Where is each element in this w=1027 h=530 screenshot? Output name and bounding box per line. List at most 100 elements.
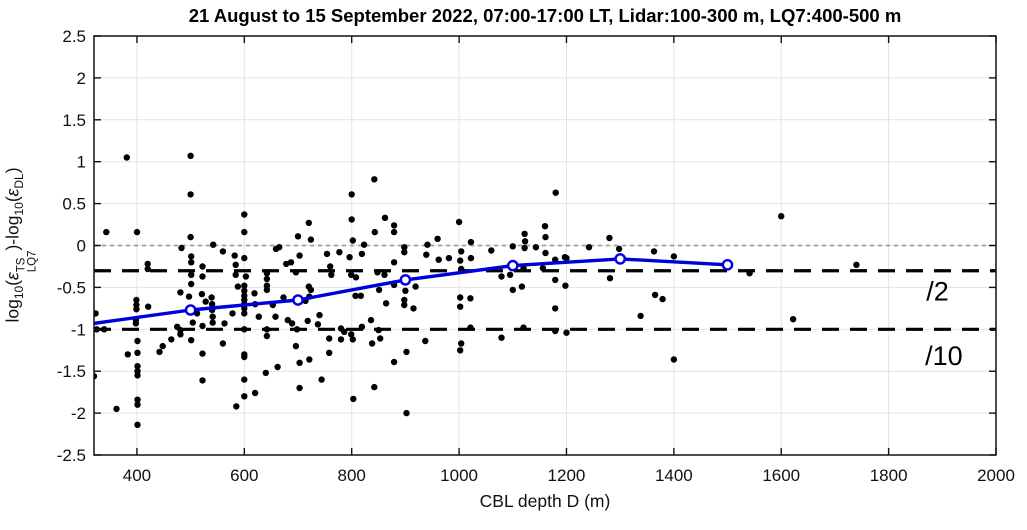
- scatter-point: [262, 369, 269, 377]
- scatter-point: [316, 311, 323, 319]
- x-tick-label: 1800: [870, 466, 908, 485]
- scatter-point: [296, 384, 303, 392]
- x-tick-label: 1000: [440, 466, 478, 485]
- scatter-point: [651, 291, 659, 299]
- scatter-point: [133, 228, 141, 236]
- scatter-point: [424, 241, 431, 248]
- scatter-point: [349, 237, 356, 244]
- scatter-point: [134, 401, 141, 408]
- x-tick-label: 1200: [548, 466, 586, 485]
- scatter-point: [292, 342, 300, 350]
- scatter-point: [352, 274, 360, 281]
- scatter-point: [189, 319, 196, 326]
- scatter-point: [457, 347, 464, 354]
- scatter-point: [263, 326, 271, 333]
- scatter-point: [134, 337, 141, 345]
- scatter-point: [229, 310, 236, 317]
- scatter-point: [133, 296, 140, 304]
- scatter-point: [328, 271, 335, 278]
- scatter-point: [382, 300, 390, 307]
- scatter-point: [458, 248, 465, 255]
- scatter-point: [390, 228, 398, 236]
- ylabel-close: ): [2, 167, 23, 174]
- scatter-point: [101, 326, 108, 333]
- y-tick-label: 2: [77, 69, 86, 88]
- scatter-point: [778, 213, 785, 220]
- scatter-point: [198, 290, 206, 298]
- scatter-point: [134, 372, 141, 379]
- scatter-point: [542, 249, 549, 257]
- scatter-point: [296, 252, 303, 259]
- scatter-point: [159, 342, 166, 350]
- scatter-point: [498, 334, 505, 341]
- y-tick-label: 1: [77, 153, 86, 172]
- scatter-point: [263, 270, 271, 277]
- scatter-point: [283, 260, 290, 268]
- scatter-point: [280, 294, 287, 301]
- scatter-point: [145, 303, 152, 310]
- scatter-point: [435, 256, 442, 263]
- scatter-point: [352, 292, 359, 299]
- scatter-point: [650, 248, 658, 255]
- scatter-point: [292, 269, 300, 276]
- scatter-point: [552, 327, 559, 335]
- scatter-point: [374, 269, 381, 276]
- scatter-point: [350, 395, 357, 403]
- scatter-point: [467, 324, 474, 331]
- scatter-point: [375, 286, 383, 294]
- scatter-point: [123, 154, 130, 161]
- scatter-point: [242, 273, 250, 280]
- scatter-point: [208, 294, 215, 301]
- scatter-point: [221, 320, 228, 327]
- scatter-point: [346, 254, 353, 261]
- scatter-point: [585, 244, 593, 251]
- scatter-point: [187, 191, 194, 198]
- scatter-point: [326, 349, 333, 356]
- scatter-point: [457, 303, 464, 310]
- scatter-point: [509, 286, 516, 294]
- scatter-point: [348, 191, 355, 198]
- scatter-point: [327, 263, 334, 270]
- x-tick-label: 400: [123, 466, 151, 485]
- scatter-point: [670, 253, 678, 260]
- ylabel-mid: )-log: [2, 215, 23, 251]
- plot-series-group: [94, 152, 860, 428]
- scatter-point: [307, 286, 315, 294]
- scatter-point: [113, 405, 120, 413]
- scatter-point: [542, 233, 549, 241]
- scatter-point: [562, 282, 569, 289]
- y-tick-label: -2.5: [57, 446, 86, 465]
- scatter-point: [232, 261, 239, 268]
- scatter-point: [241, 326, 248, 333]
- scatter-point: [637, 312, 644, 320]
- scatter-point: [134, 363, 141, 370]
- reference-line-label: /10: [925, 341, 963, 371]
- scatter-point: [434, 235, 441, 242]
- scatter-point: [209, 319, 216, 326]
- scatter-point: [659, 295, 666, 303]
- scatter-point: [563, 329, 570, 336]
- scatter-point: [458, 340, 465, 347]
- scatter-point: [539, 264, 547, 272]
- scatter-point: [853, 261, 860, 268]
- scatter-point: [210, 241, 217, 248]
- scatter-point: [304, 317, 311, 325]
- scatter-point: [457, 294, 464, 301]
- scatter-point: [467, 254, 475, 262]
- scatter-point: [202, 298, 209, 305]
- scatter-point: [274, 363, 281, 371]
- scatter-point: [241, 287, 248, 294]
- scatter-point: [506, 271, 514, 278]
- scatter-point: [188, 280, 195, 288]
- y-tick-label: -0.5: [57, 278, 86, 297]
- scatter-point: [94, 310, 99, 317]
- scatter-point: [134, 396, 141, 403]
- scatter-point: [422, 337, 429, 345]
- scatter-point: [552, 305, 559, 312]
- scatter-point: [349, 336, 356, 343]
- scatter-point: [241, 310, 248, 317]
- scatter-point: [318, 376, 325, 383]
- scatter-point: [231, 252, 238, 259]
- scatter-point: [498, 273, 505, 280]
- scatter-point: [358, 250, 366, 258]
